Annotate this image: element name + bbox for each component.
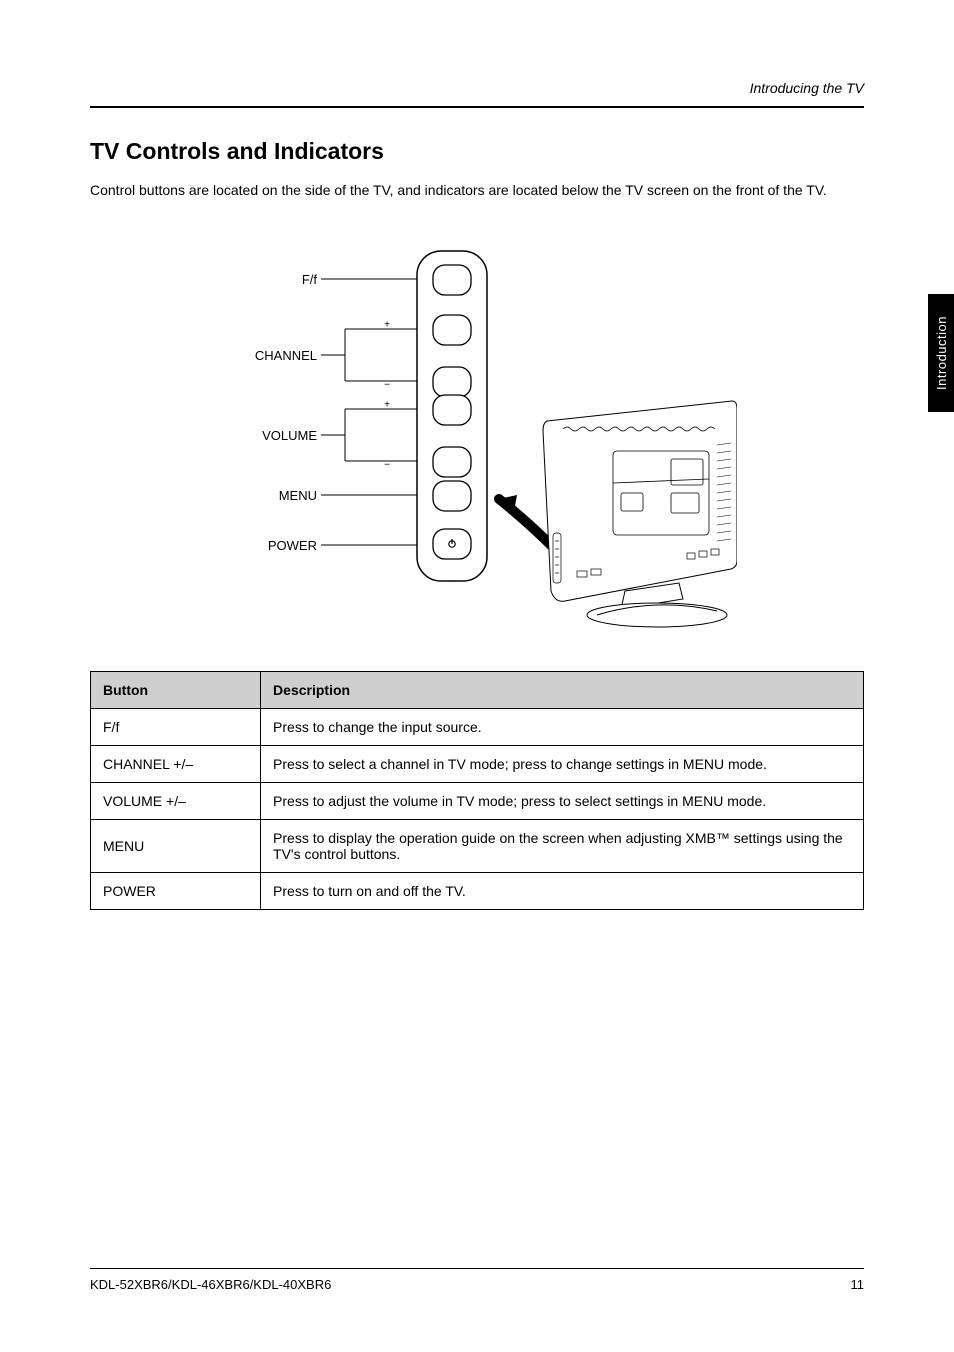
footer-wrap: KDL-52XBR6/KDL-46XBR6/KDL-40XBR6 11	[90, 1268, 864, 1292]
footer: KDL-52XBR6/KDL-46XBR6/KDL-40XBR6 11	[90, 1269, 864, 1292]
plus-icon: +	[384, 319, 390, 330]
side-tab-label: Introduction	[934, 316, 949, 390]
cell-button: POWER	[91, 872, 261, 909]
table-row: POWER Press to turn on and off the TV.	[91, 872, 864, 909]
table-row: CHANNEL +/– Press to select a channel in…	[91, 745, 864, 782]
minus-icon: −	[384, 379, 390, 390]
cell-button: MENU	[91, 819, 261, 872]
page-title: TV Controls and Indicators	[90, 138, 864, 165]
table-row: F/f Press to change the input source.	[91, 708, 864, 745]
diagram-wrap: F/f CHANNEL VOLUME MENU POWER	[90, 231, 864, 631]
side-tab: Introduction	[928, 294, 954, 412]
th-button: Button	[91, 671, 261, 708]
th-desc: Description	[261, 671, 864, 708]
cell-desc: Press to display the operation guide on …	[261, 819, 864, 872]
minus-icon: −	[384, 459, 390, 470]
table-row: MENU Press to display the operation guid…	[91, 819, 864, 872]
table-row: VOLUME +/– Press to adjust the volume in…	[91, 782, 864, 819]
diagram: F/f CHANNEL VOLUME MENU POWER	[217, 231, 737, 631]
cell-desc: Press to adjust the volume in TV mode; p…	[261, 782, 864, 819]
lead-paragraph: Control buttons are located on the side …	[90, 181, 864, 201]
cell-desc: Press to change the input source.	[261, 708, 864, 745]
breadcrumb: Introducing the TV	[90, 80, 864, 96]
cell-button: VOLUME +/–	[91, 782, 261, 819]
diagram-svg: + − + −	[217, 231, 737, 631]
page: Introducing the TV Introduction TV Contr…	[0, 0, 954, 1352]
top-rule	[90, 106, 864, 108]
cell-desc: Press to select a channel in TV mode; pr…	[261, 745, 864, 782]
cell-button: CHANNEL +/–	[91, 745, 261, 782]
cell-button: F/f	[91, 708, 261, 745]
buttons-table: Button Description F/f Press to change t…	[90, 671, 864, 910]
cell-desc: Press to turn on and off the TV.	[261, 872, 864, 909]
plus-icon: +	[384, 399, 390, 410]
footer-page-number: 11	[851, 1277, 865, 1292]
footer-model: KDL-52XBR6/KDL-46XBR6/KDL-40XBR6	[90, 1277, 331, 1292]
table-header-row: Button Description	[91, 671, 864, 708]
